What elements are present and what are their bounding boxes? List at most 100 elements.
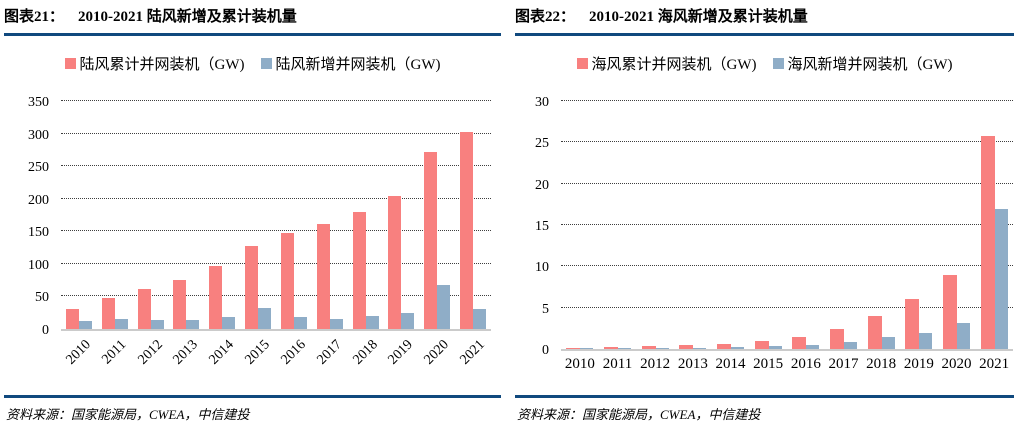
gridline (561, 182, 1013, 184)
gridline (61, 165, 491, 167)
x-tick-label: 2011 (602, 356, 633, 372)
bar-new (956, 323, 970, 349)
bar-group-2012 (636, 103, 674, 349)
source-divider-rule (515, 395, 1014, 398)
bar-new (150, 319, 164, 329)
y-tick-label: 200 (28, 192, 49, 208)
bar-group-2020 (419, 103, 455, 329)
y-axis: 0 5 10 15 20 25 30 (515, 96, 561, 358)
chart-area: 0 50 100 150 200 250 300 350 2010 2011 2012 2013 20… (4, 96, 501, 389)
bar-new (473, 309, 487, 329)
bar-cumulative (280, 233, 294, 329)
bar-group-2014 (204, 103, 240, 329)
bar-cumulative (679, 345, 694, 349)
bar-cumulative (209, 266, 223, 329)
bar-group-2017 (825, 103, 863, 349)
bar-cumulative (754, 340, 769, 349)
bar-cumulative (137, 289, 151, 329)
y-tick-label: 15 (535, 219, 549, 234)
legend-swatch-cumulative (576, 58, 588, 69)
title-divider-rule (515, 33, 1014, 36)
bar-new (114, 318, 128, 329)
title-divider-rule (4, 33, 501, 36)
gridline (61, 295, 491, 297)
x-tick-label: 2019 (385, 337, 417, 368)
chart-legend: 陆风累计并网装机（GW) 陆风新增并网装机（GW) (4, 53, 501, 74)
bar-cumulative (716, 343, 731, 349)
bar-new (843, 342, 857, 349)
y-tick-label: 0 (542, 343, 549, 358)
bar-cumulative (65, 309, 79, 329)
gridline (61, 262, 491, 264)
figure-title-text: 2010-2021 海风新增及累计装机量 (589, 9, 808, 25)
x-tick-label: 2017 (314, 337, 345, 368)
x-tick-label: 2010 (564, 356, 595, 372)
source-text: 资料来源：国家能源局，CWEA，中信建投 (6, 407, 250, 422)
gridline (61, 197, 491, 199)
legend-item: 陆风累计并网装机（GW) (64, 53, 245, 74)
x-tick-label: 2016 (278, 337, 309, 368)
gridline (561, 224, 1013, 225)
legend-swatch-cumulative (64, 58, 76, 69)
bar-group-2019 (900, 103, 938, 349)
x-tick-label: 2018 (866, 356, 897, 372)
x-tick-label: 2020 (421, 337, 453, 368)
bar-group-2016 (787, 103, 825, 349)
bar-new (655, 347, 669, 349)
x-tick-label: 2014 (206, 337, 238, 368)
y-tick-label: 300 (28, 127, 49, 143)
bar-group-2016 (276, 103, 312, 329)
bar-groups (61, 103, 491, 329)
y-tick-label: 250 (28, 160, 49, 176)
bar-group-2019 (383, 103, 419, 329)
plot-area (61, 100, 491, 331)
bar-cumulative (829, 329, 844, 349)
bar-cumulative (641, 345, 656, 349)
x-tick-label: 2021 (457, 337, 488, 368)
bar-new (329, 319, 343, 329)
x-tick-label: 2010 (63, 337, 94, 368)
chart-area: 0 5 10 15 20 25 30 2010 2011 2012 2013 2014 2015 201… (515, 96, 1014, 377)
bar-group-2018 (348, 103, 384, 329)
bar-new (881, 336, 895, 349)
figure-number-label: 图表21： (4, 9, 65, 25)
figure-title: 图表22： 2010-2021 海风新增及累计装机量 (515, 0, 1014, 26)
bar-cumulative (980, 135, 995, 349)
bar-new (222, 316, 236, 329)
source-block: 资料来源：国家能源局，CWEA，中信建投 (4, 395, 501, 423)
y-tick-label: 350 (28, 95, 49, 110)
x-tick-label: 2013 (677, 356, 708, 372)
figure-onshore-wind: 图表21： 2010-2021 陆风新增及累计装机量 陆风累计并网装机（GW) 陆… (0, 0, 509, 423)
y-tick-label: 150 (28, 225, 49, 241)
bar-cumulative (173, 279, 187, 329)
y-tick-label: 0 (42, 323, 49, 338)
x-tick-label: 2015 (242, 337, 273, 368)
legend-swatch-new (260, 58, 272, 69)
bar-group-2017 (312, 103, 348, 329)
x-tick-label: 2014 (715, 356, 746, 372)
plot-wrap: 2010 2011 2012 2013 2014 2015 2016 2017 2018 2019… (61, 100, 491, 389)
x-tick-label: 2021 (979, 356, 1010, 372)
x-tick-label: 2012 (640, 356, 671, 372)
figure-number-label: 图表22： (515, 9, 576, 25)
bar-group-2011 (599, 103, 637, 349)
gridline (61, 100, 491, 101)
legend-label: 海风累计并网装机（GW) (591, 57, 757, 73)
bar-new (78, 320, 92, 329)
figure-offshore-wind: 图表22： 2010-2021 海风新增及累计装机量 海风累计并网装机（GW) 海… (509, 0, 1024, 423)
bar-new (580, 348, 594, 349)
y-tick-label: 25 (535, 136, 549, 152)
bar-new (437, 284, 451, 329)
x-tick-label: 2012 (135, 337, 166, 368)
bar-cumulative (792, 336, 807, 349)
bar-group-2021 (455, 103, 491, 329)
chart-legend: 海风累计并网装机（GW) 海风新增并网装机（GW) (515, 53, 1014, 74)
bar-new (365, 315, 379, 329)
gridline (561, 141, 1013, 143)
bar-group-2014 (712, 103, 750, 349)
bar-new (730, 347, 744, 349)
bar-new (768, 346, 782, 349)
y-axis: 0 50 100 150 200 250 300 350 (4, 96, 61, 338)
y-tick-label: 100 (28, 257, 49, 273)
